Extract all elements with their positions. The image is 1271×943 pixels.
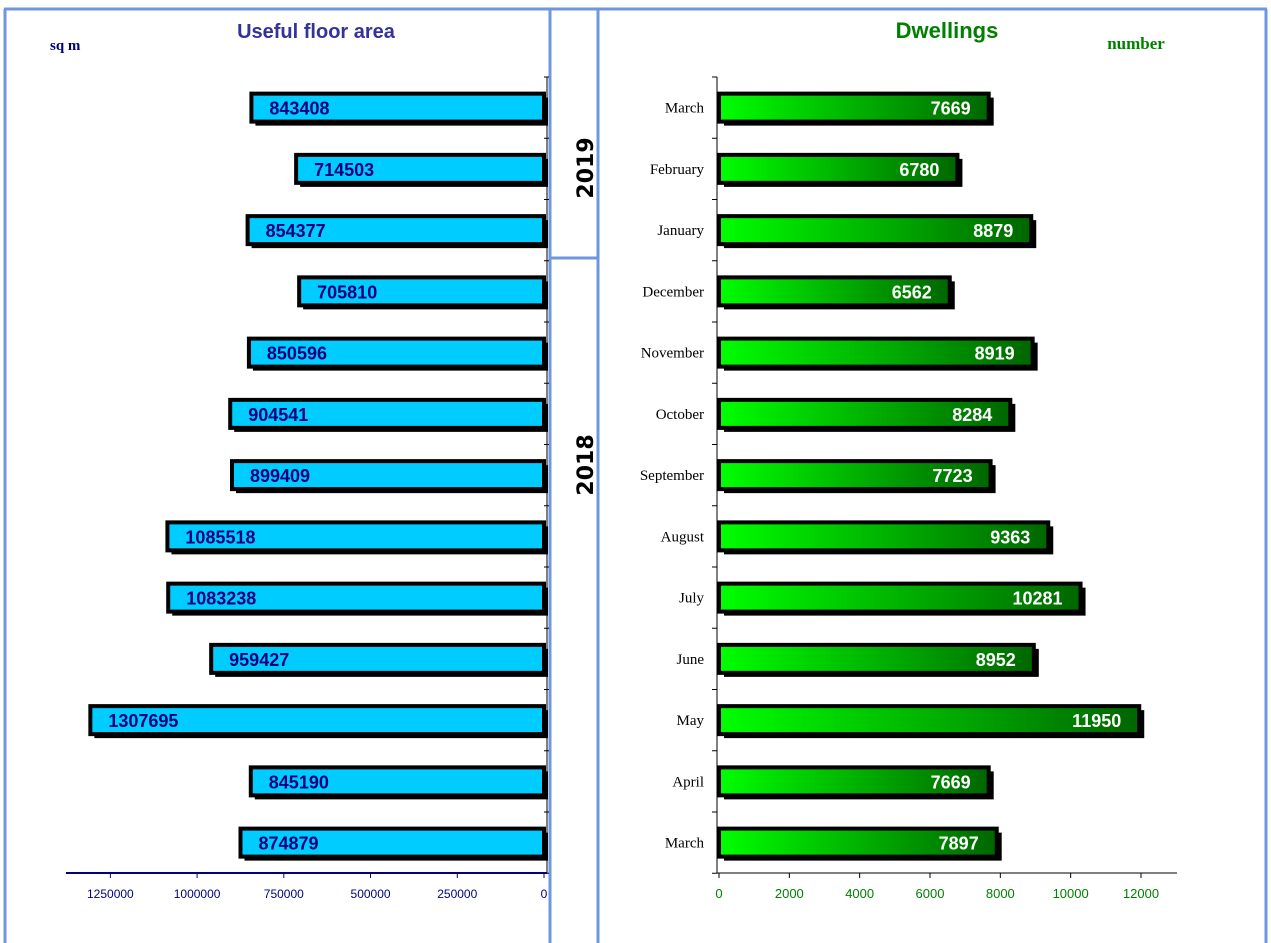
dwellings-bar — [717, 275, 952, 308]
month-label: March — [665, 101, 705, 117]
dwellings-bar — [717, 397, 1013, 430]
dwellings-bar — [717, 336, 1035, 369]
floor-area-bar — [165, 520, 546, 553]
floor-area-bar — [166, 581, 546, 614]
floor-area-data-label: 705810 — [317, 282, 377, 302]
dwellings-data-label: 8879 — [973, 221, 1013, 241]
floor-area-data-label: 1085518 — [185, 527, 255, 547]
left-tick-label: 500000 — [351, 887, 391, 901]
dwellings-bar — [717, 704, 1142, 737]
month-label: January — [657, 223, 704, 239]
floor-area-data-label: 959427 — [229, 650, 289, 670]
dwellings-data-label: 7669 — [931, 772, 971, 792]
dwellings-bar — [717, 765, 991, 798]
left-tick-label: 250000 — [437, 887, 477, 901]
dwellings-data-label: 8919 — [975, 344, 1015, 364]
floor-area-bar — [297, 275, 546, 308]
floor-area-data-label: 904541 — [248, 405, 308, 425]
left-tick-label: 750000 — [264, 887, 304, 901]
dwellings-bar — [717, 642, 1036, 675]
floor-area-bar — [248, 765, 546, 798]
left-tick-label: 1000000 — [174, 887, 221, 901]
dwellings-bar — [717, 459, 993, 492]
right-tick-label: 8000 — [986, 886, 1015, 901]
right-tick-label: 4000 — [845, 886, 874, 901]
dwellings-data-label: 6780 — [899, 160, 939, 180]
month-label: February — [650, 162, 705, 178]
floor-area-data-label: 899409 — [250, 466, 310, 486]
dwellings-bar — [717, 152, 960, 185]
floor-area-bar — [246, 336, 547, 369]
floor-area-data-label: 843408 — [269, 99, 329, 119]
dwellings-data-label: 7897 — [939, 834, 979, 854]
right-tick-label: 10000 — [1053, 886, 1089, 901]
floor-area-bar — [238, 826, 546, 859]
dwellings-data-label: 7723 — [933, 466, 973, 486]
right-unit-label: number — [1107, 34, 1165, 53]
year-label-2019: 2019 — [574, 137, 599, 198]
right-tick-label: 0 — [715, 886, 722, 901]
floor-area-bar — [228, 397, 546, 430]
left-unit-label: sq m — [50, 38, 81, 54]
month-label: April — [672, 774, 704, 790]
month-label: August — [661, 529, 705, 545]
month-label: November — [641, 346, 704, 362]
month-label: June — [677, 652, 705, 668]
floor-area-bar — [209, 642, 546, 675]
dwellings-bar — [717, 91, 991, 124]
floor-area-data-label: 874879 — [258, 834, 318, 854]
floor-area-bar — [245, 214, 546, 247]
panel-frame — [3, 7, 1268, 943]
floor-area-bar — [229, 459, 546, 492]
floor-area-data-label: 1307695 — [108, 711, 178, 731]
dwellings-data-label: 9363 — [990, 527, 1030, 547]
floor-area-bar — [88, 704, 546, 737]
dwellings-bar — [717, 581, 1083, 614]
month-label: July — [679, 591, 705, 607]
dwellings-chart: 7897 March 7669 April 11950 May 8952 June 10281 J… — [640, 76, 1177, 901]
dwellings-data-label: 11950 — [1072, 711, 1121, 731]
dwellings-data-label: 8952 — [976, 650, 1016, 670]
year-label-2018: 2018 — [574, 434, 599, 495]
floor-area-data-label: 850596 — [267, 344, 327, 364]
month-label: May — [677, 713, 705, 729]
month-label: October — [656, 407, 704, 423]
dwellings-data-label: 7669 — [931, 99, 971, 119]
dwellings-bar — [717, 520, 1051, 553]
floor-area-chart: 874879 845190 1307695 959427 1083238 1085518 8… — [66, 76, 549, 901]
floor-area-data-label: 1083238 — [186, 589, 256, 609]
dwellings-data-label: 10281 — [1012, 589, 1062, 609]
left-tick-label: 0 — [541, 887, 548, 901]
floor-area-bar — [294, 152, 546, 185]
right-tick-label: 2000 — [775, 886, 804, 901]
month-label: December — [642, 284, 704, 300]
floor-area-bar — [249, 91, 546, 124]
right-tick-label: 12000 — [1123, 886, 1159, 901]
floor-area-data-label: 845190 — [269, 772, 329, 792]
left-chart-title: Useful floor area — [237, 21, 396, 43]
floor-area-data-label: 854377 — [266, 221, 326, 241]
right-tick-label: 6000 — [916, 886, 945, 901]
dwellings-bar — [717, 826, 999, 859]
month-label: March — [665, 836, 705, 852]
dwellings-data-label: 6562 — [892, 282, 932, 302]
dwellings-data-label: 8284 — [952, 405, 992, 425]
month-label: September — [640, 468, 704, 484]
left-tick-label: 1250000 — [87, 887, 134, 901]
floor-area-data-label: 714503 — [314, 160, 374, 180]
dwellings-bar — [717, 214, 1034, 247]
right-chart-title: Dwellings — [896, 18, 999, 43]
